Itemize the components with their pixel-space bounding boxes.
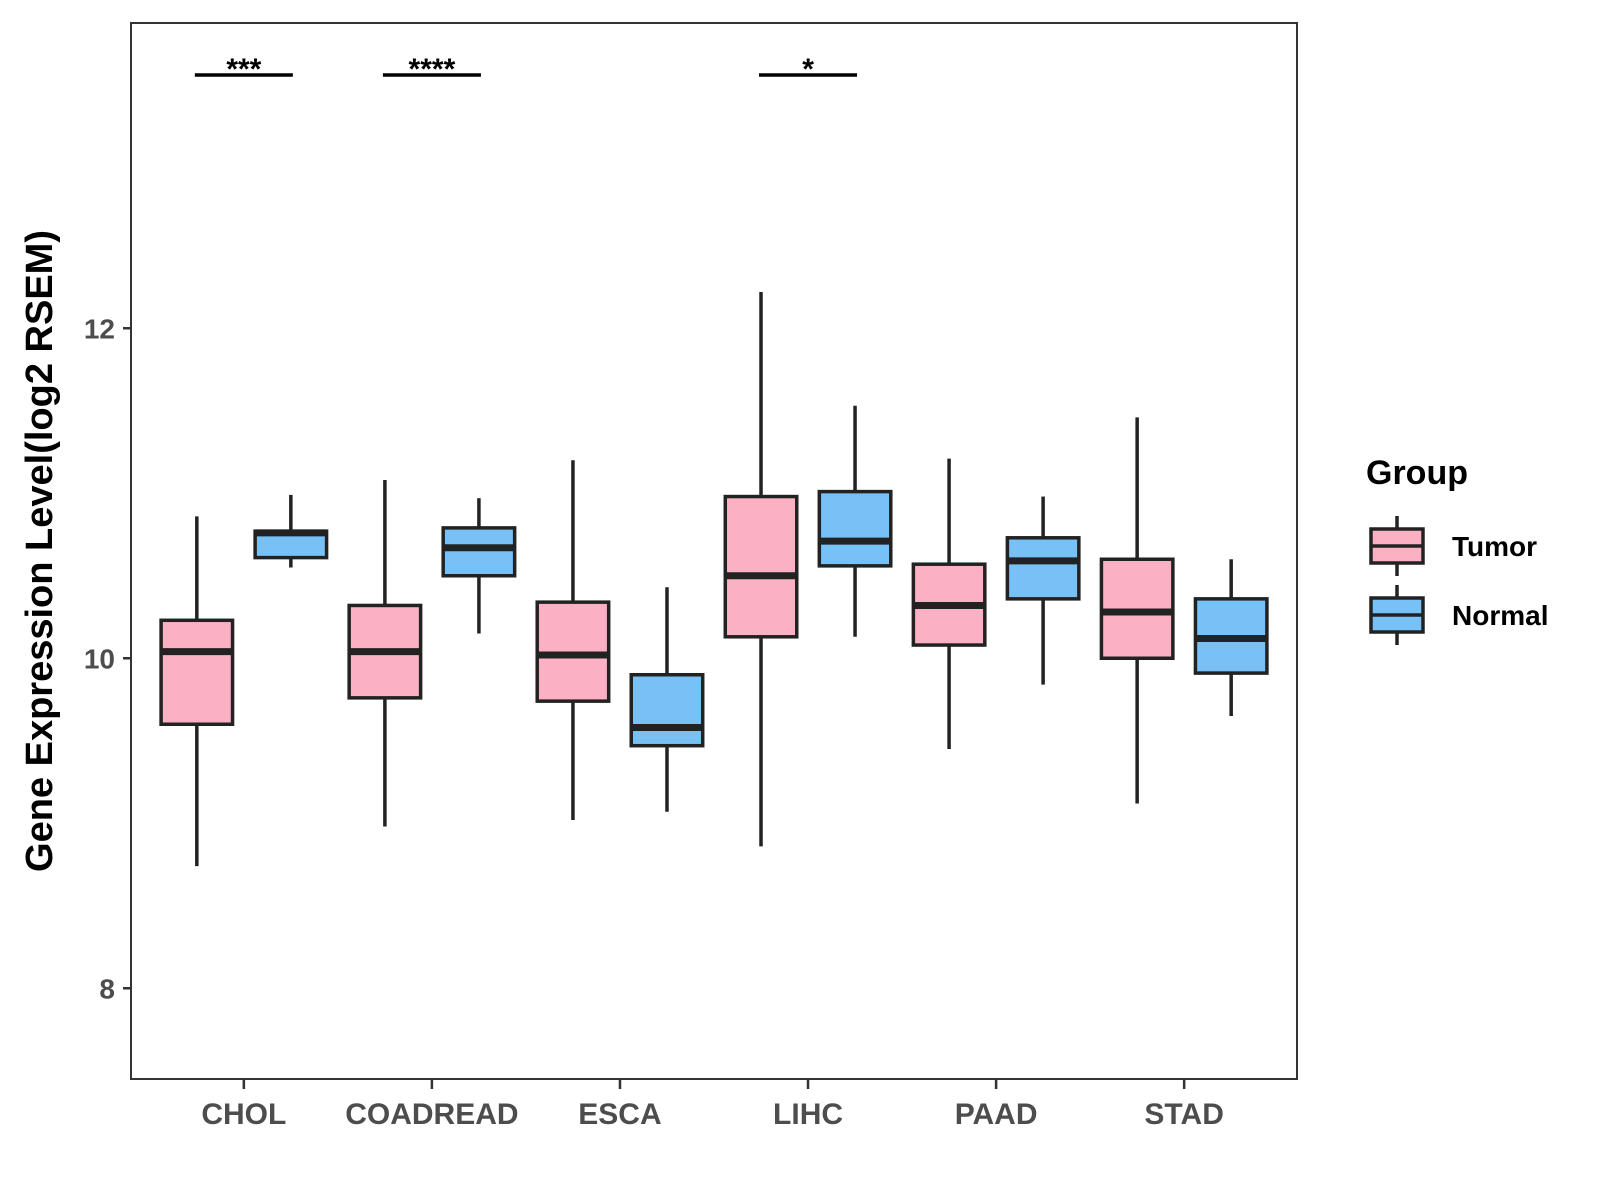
x-tick-label: ESCA <box>578 1098 661 1131</box>
box-iqr <box>629 673 705 748</box>
significance-label: * <box>802 53 814 86</box>
box-iqr <box>817 489 893 568</box>
y-tick-label: 8 <box>99 973 115 1004</box>
box-iqr <box>723 494 799 639</box>
x-tick-label: CHOL <box>201 1098 286 1131</box>
x-tick-label: COADREAD <box>345 1098 518 1131</box>
box-iqr <box>1005 536 1081 601</box>
box-normal <box>253 494 329 568</box>
x-tick-label: PAAD <box>955 1098 1038 1131</box>
box-iqr <box>441 526 517 578</box>
box-normal <box>1193 559 1269 716</box>
box-tumor <box>1099 417 1175 804</box>
box-normal <box>1005 496 1081 685</box>
box-tumor <box>723 291 799 847</box>
legend-label: Normal <box>1452 600 1548 631</box>
box-tumor <box>159 516 235 867</box>
y-tick-label: 10 <box>84 643 115 674</box>
box-tumor <box>347 480 423 827</box>
legend: Group Tumor Normal <box>1366 454 1548 645</box>
boxes <box>159 291 1269 867</box>
box-tumor <box>911 458 987 749</box>
legend-item-normal: Normal <box>1369 585 1548 645</box>
x-tick-label: LIHC <box>773 1098 843 1131</box>
box-normal <box>629 587 705 812</box>
significance-annotations: *** **** * <box>194 53 858 86</box>
y-tick-label: 12 <box>84 313 115 344</box>
legend-title: Group <box>1366 454 1468 492</box>
significance-label: **** <box>409 53 456 86</box>
legend-item-tumor: Tumor <box>1369 516 1537 576</box>
box-normal <box>441 498 517 634</box>
box-tumor <box>535 460 611 820</box>
box-normal <box>817 405 893 637</box>
axes: 8 10 12 CHOL COADREAD ESCA LIHC PAAD STAD <box>84 313 1224 1131</box>
legend-label: Tumor <box>1452 531 1537 562</box>
box-iqr <box>159 618 235 726</box>
y-axis-title: Gene Expression Level(log2 RSEM) <box>19 230 61 872</box>
x-tick-label: STAD <box>1144 1098 1223 1131</box>
significance-label: *** <box>226 53 261 86</box>
